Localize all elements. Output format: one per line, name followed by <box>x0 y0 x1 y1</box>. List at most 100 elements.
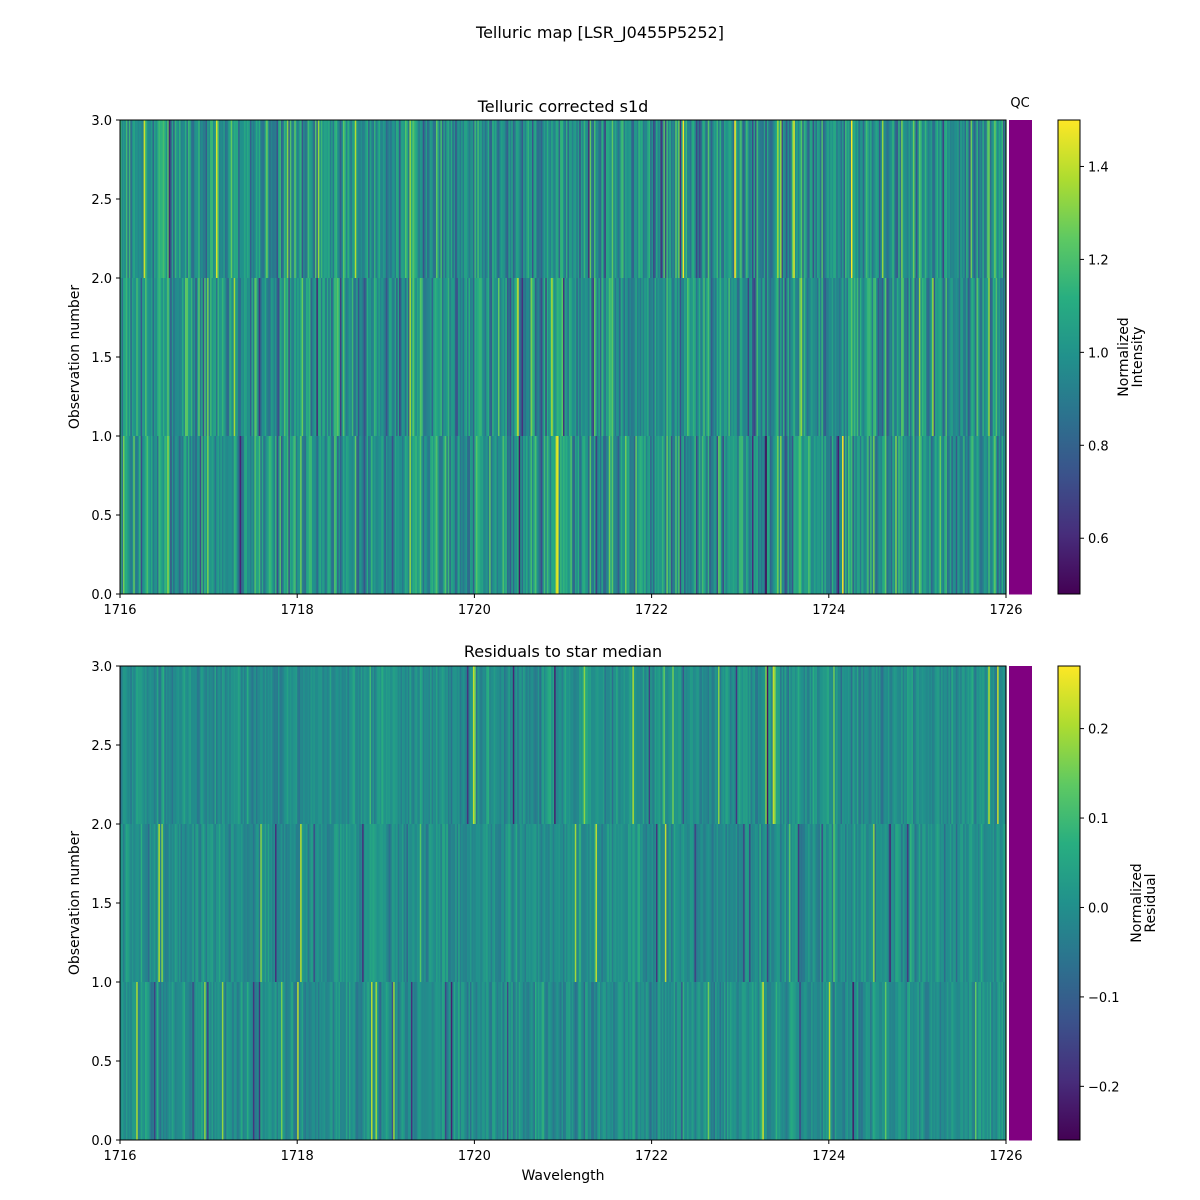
heatmap-cell <box>407 436 411 594</box>
heatmap-cell <box>427 824 430 982</box>
heatmap-cell <box>664 278 667 436</box>
heatmap-cell <box>246 120 250 278</box>
heatmap-cell <box>852 666 855 824</box>
heatmap-cell <box>858 982 861 1140</box>
heatmap-cell <box>329 278 332 436</box>
heatmap-cell <box>602 666 605 824</box>
heatmap-cell <box>527 666 530 824</box>
heatmap-cell <box>759 982 762 1140</box>
heatmap-cell <box>704 278 707 436</box>
heatmap-cell <box>446 982 449 1140</box>
heatmap-cell <box>289 666 292 824</box>
heatmap-cell <box>561 824 564 982</box>
heatmap-cell <box>670 436 673 594</box>
heatmap-cell <box>589 824 592 982</box>
heatmap-cell <box>285 824 288 982</box>
heatmap-cell <box>130 278 133 436</box>
heatmap-cell <box>893 824 896 982</box>
heatmap-cell <box>363 824 366 982</box>
heatmap-cell <box>229 436 232 594</box>
heatmap-cell <box>596 666 600 824</box>
heatmap-cell <box>264 278 267 436</box>
bottom-x-axis: 1716 1718 1720 1722 1724 1726 <box>103 1140 1023 1164</box>
heatmap-cell <box>942 824 945 982</box>
heatmap-cell <box>864 120 867 278</box>
heatmap-cell <box>471 982 474 1140</box>
heatmap-cell <box>310 436 313 594</box>
heatmap-cell <box>189 120 192 278</box>
heatmap-cell <box>496 666 499 824</box>
heatmap-cell <box>195 436 198 594</box>
heatmap-cell <box>879 120 882 278</box>
heatmap-cell <box>972 120 975 278</box>
heatmap-cell <box>760 120 763 278</box>
heatmap-cell <box>788 120 792 278</box>
heatmap-cell <box>371 120 374 278</box>
heatmap-cell <box>873 120 876 278</box>
heatmap-cell <box>689 436 693 594</box>
heatmap-cell <box>446 824 449 982</box>
heatmap-cell <box>989 278 992 436</box>
heatmap-cell <box>310 278 313 436</box>
heatmap-cell <box>415 278 418 436</box>
heatmap-cell <box>663 666 666 824</box>
heatmap-cell <box>991 436 994 594</box>
heatmap-cell <box>921 982 924 1140</box>
heatmap-cell <box>407 666 411 824</box>
heatmap-cell <box>825 666 828 824</box>
heatmap-cell <box>955 278 958 436</box>
colorbar-tick-label: 1.0 <box>1088 346 1109 361</box>
heatmap-cell <box>477 982 480 1140</box>
heatmap-cell <box>486 278 489 436</box>
heatmap-cell <box>229 982 232 1140</box>
heatmap-cell <box>636 120 639 278</box>
heatmap-cell <box>373 666 377 824</box>
heatmap-cell <box>923 278 926 436</box>
heatmap-cell <box>645 824 648 982</box>
heatmap-cell <box>449 666 452 824</box>
heatmap-cell <box>679 278 682 436</box>
heatmap-cell <box>542 982 545 1140</box>
heatmap-cell <box>298 436 301 594</box>
heatmap-cell <box>498 120 501 278</box>
heatmap-cell <box>837 982 840 1140</box>
heatmap-cell <box>436 982 439 1140</box>
heatmap-cell <box>189 436 192 594</box>
heatmap-cell <box>729 436 732 594</box>
heatmap-cell <box>469 666 473 824</box>
heatmap-cell <box>862 278 865 436</box>
heatmap-cell <box>912 278 916 436</box>
heatmap-cell <box>837 436 840 594</box>
heatmap-cell <box>843 666 846 824</box>
heatmap-cell <box>174 436 177 594</box>
heatmap-cell <box>122 436 126 594</box>
heatmap-cell <box>218 436 222 594</box>
heatmap-cell <box>360 436 363 594</box>
heatmap-cell <box>806 982 809 1140</box>
heatmap-cell <box>986 278 989 436</box>
heatmap-cell <box>684 436 687 594</box>
heatmap-cell <box>633 666 636 824</box>
heatmap-cell <box>666 982 669 1140</box>
heatmap-cell <box>471 278 474 436</box>
heatmap-cell <box>342 666 346 824</box>
heatmap-cell <box>943 824 947 982</box>
heatmap-cell <box>452 824 455 982</box>
heatmap-cell <box>853 278 856 436</box>
heatmap-cell <box>518 120 521 278</box>
heatmap-cell <box>153 278 157 436</box>
heatmap-cell <box>701 824 704 982</box>
heatmap-cell <box>951 120 954 278</box>
y-tick-label: 1.5 <box>91 351 112 366</box>
heatmap-cell <box>402 982 405 1140</box>
heatmap-cell <box>960 436 963 594</box>
heatmap-cell <box>542 278 545 436</box>
heatmap-cell <box>964 666 967 824</box>
heatmap-cell <box>969 666 972 824</box>
heatmap-cell <box>983 824 986 982</box>
heatmap-cell <box>340 278 343 436</box>
heatmap-cell <box>749 436 752 594</box>
heatmap-cell <box>651 278 654 436</box>
heatmap-cell <box>436 824 439 982</box>
heatmap-cell <box>301 278 304 436</box>
